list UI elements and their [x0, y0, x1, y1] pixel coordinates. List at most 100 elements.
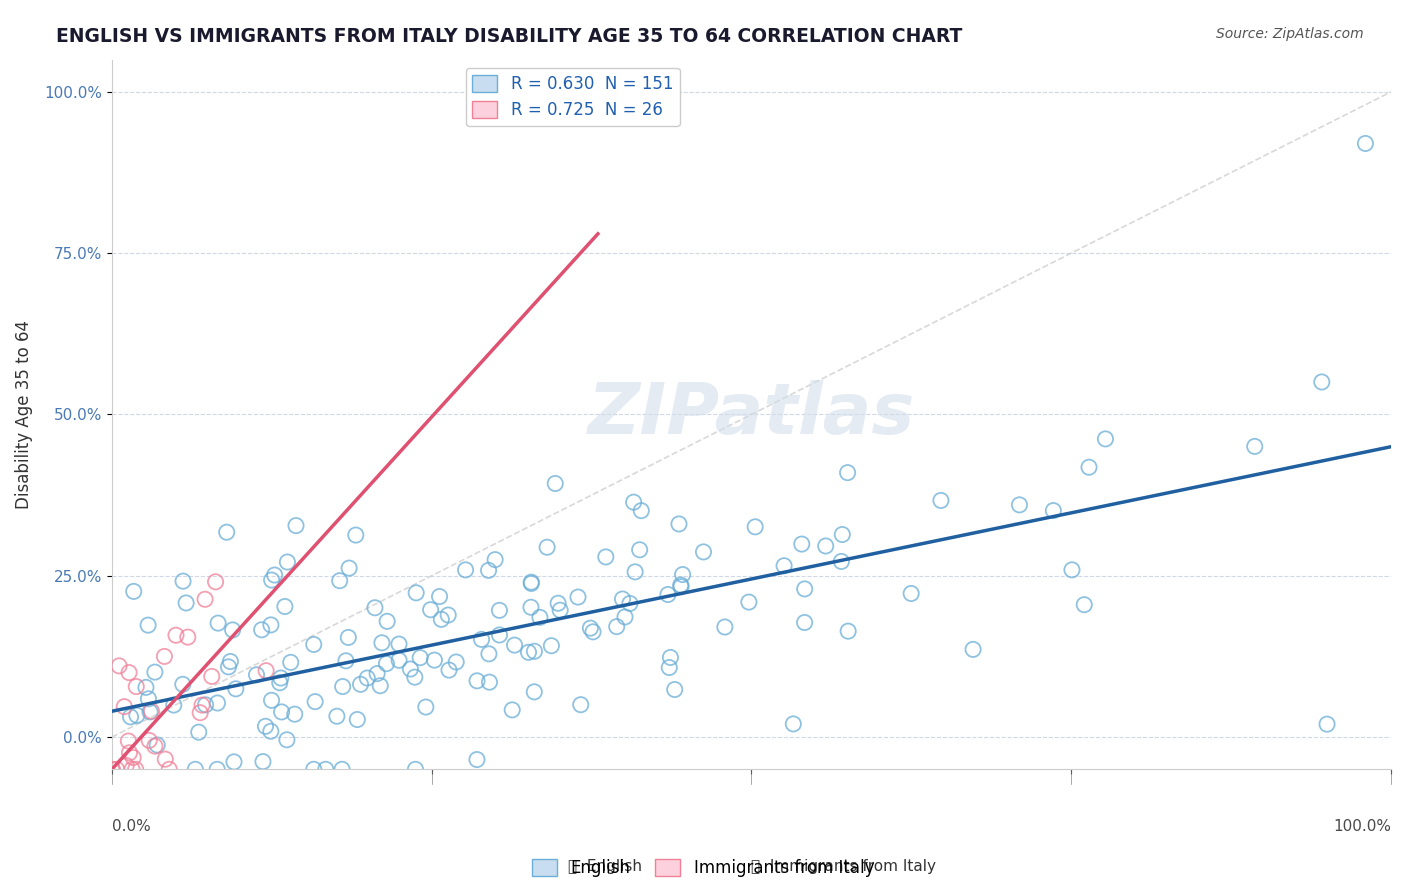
Point [793, 615, 815, 630]
Point [623, 495, 645, 509]
Point [429, 590, 451, 604]
Point [118, 665, 141, 680]
Point [143, 665, 166, 679]
Point [101, 762, 124, 776]
Point [163, 698, 186, 712]
Point [657, 587, 679, 601]
Point [664, 682, 686, 697]
Point [444, 655, 467, 669]
Point [579, 621, 602, 635]
Text: 🔴  Immigrants from Italy: 🔴 Immigrants from Italy [751, 859, 936, 874]
Point [304, 695, 326, 709]
Point [263, 568, 285, 582]
Point [371, 636, 394, 650]
Point [488, 603, 510, 617]
Point [280, 656, 302, 670]
Point [738, 595, 761, 609]
Point [117, 734, 139, 748]
Point [544, 476, 567, 491]
Point [1094, 432, 1116, 446]
Point [399, 662, 422, 676]
Point [477, 563, 499, 577]
Point [366, 666, 388, 681]
Point [135, 681, 157, 695]
Point [595, 549, 617, 564]
Text: Source: ZipAtlas.com: Source: ZipAtlas.com [1216, 27, 1364, 41]
Point [329, 574, 352, 588]
Point [569, 698, 592, 712]
Point [315, 762, 337, 776]
Point [669, 578, 692, 592]
Point [122, 584, 145, 599]
Point [121, 762, 143, 776]
Point [669, 580, 692, 594]
Point [215, 525, 238, 540]
Point [547, 596, 569, 610]
Point [582, 624, 605, 639]
Point [245, 668, 267, 682]
Point [207, 616, 229, 631]
Point [1310, 375, 1333, 389]
Point [270, 705, 292, 719]
Point [105, 762, 128, 776]
Point [423, 653, 446, 667]
Point [157, 762, 180, 776]
Point [174, 596, 197, 610]
Point [194, 698, 217, 712]
Point [146, 738, 169, 752]
Point [122, 750, 145, 764]
Point [614, 610, 637, 624]
Point [260, 693, 283, 707]
Point [124, 762, 146, 776]
Point [517, 645, 540, 659]
Point [1243, 439, 1265, 453]
Point [364, 600, 387, 615]
Point [782, 717, 804, 731]
Point [478, 675, 501, 690]
Point [204, 574, 226, 589]
Point [484, 552, 506, 566]
Point [409, 650, 432, 665]
Point [668, 516, 690, 531]
Point [326, 709, 349, 723]
Point [155, 752, 177, 766]
Point [222, 755, 245, 769]
Point [270, 671, 292, 685]
Point [375, 657, 398, 671]
Point [335, 654, 357, 668]
Point [523, 685, 546, 699]
Point [488, 628, 510, 642]
Point [929, 493, 952, 508]
Point [221, 623, 243, 637]
Point [284, 707, 307, 722]
Point [520, 600, 543, 615]
Point [837, 466, 859, 480]
Point [184, 762, 207, 776]
Point [415, 700, 437, 714]
Point [773, 558, 796, 573]
Point [120, 710, 142, 724]
Point [269, 675, 291, 690]
Text: 0.0%: 0.0% [112, 819, 150, 834]
Point [139, 705, 162, 719]
Point [1354, 136, 1376, 151]
Text: ENGLISH VS IMMIGRANTS FROM ITALY DISABILITY AGE 35 TO 64 CORRELATION CHART: ENGLISH VS IMMIGRANTS FROM ITALY DISABIL… [56, 27, 963, 45]
Point [536, 540, 558, 554]
Point [112, 699, 135, 714]
Point [141, 704, 163, 718]
Point [194, 592, 217, 607]
Point [260, 724, 283, 739]
Point [388, 653, 411, 667]
Point [260, 573, 283, 587]
Point [830, 554, 852, 568]
Point [529, 610, 551, 624]
Point [136, 618, 159, 632]
Point [191, 698, 214, 712]
Point [375, 615, 398, 629]
Point [437, 607, 460, 622]
Point [567, 590, 589, 604]
Point [419, 603, 441, 617]
Point [349, 677, 371, 691]
Point [503, 638, 526, 652]
Point [260, 618, 283, 632]
